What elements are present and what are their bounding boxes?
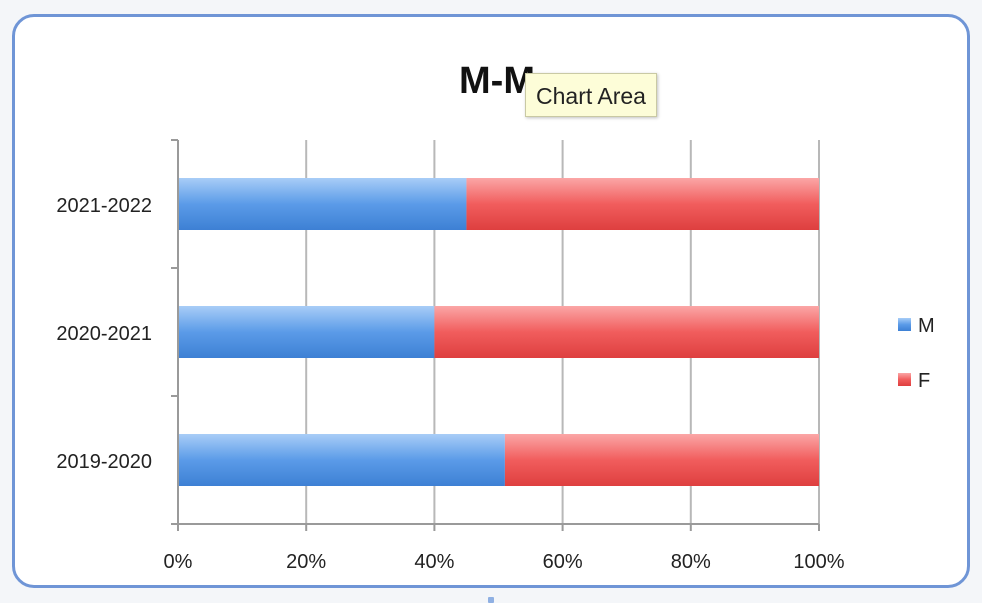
x-tick-label: 100% [793, 551, 844, 573]
legend-label-F: F [918, 370, 930, 392]
axes: 0% 20% 40% 60% 80% 100% 2019-2020 2020-2021 2021… [56, 139, 845, 573]
legend-swatch-M [898, 318, 911, 331]
bar-M-2020-2021[interactable] [178, 306, 435, 358]
bars [178, 178, 819, 486]
x-tick-label: 80% [671, 551, 711, 573]
legend-swatch-F [898, 373, 911, 386]
x-tick-label: 0% [164, 551, 193, 573]
bar-F-2020-2021[interactable] [434, 306, 819, 358]
resize-handle-bottom[interactable] [488, 597, 494, 603]
bar-M-2019-2020[interactable] [178, 434, 505, 486]
y-tick-label: 2020-2021 [56, 323, 152, 345]
x-tick-label: 40% [414, 551, 454, 573]
x-tick-label: 60% [543, 551, 583, 573]
bar-M-2021-2022[interactable] [178, 178, 467, 230]
chart-area[interactable] [12, 14, 970, 588]
chart-area-tooltip: Chart Area [525, 73, 657, 117]
bar-F-2019-2020[interactable] [504, 434, 819, 486]
legend: MF [898, 315, 935, 392]
chart-title: M-M [459, 60, 535, 102]
legend-label-M: M [918, 315, 935, 337]
bar-F-2021-2022[interactable] [466, 178, 819, 230]
y-tick-label: 2021-2022 [56, 195, 152, 217]
x-tick-label: 20% [286, 551, 326, 573]
y-tick-label: 2019-2020 [56, 451, 152, 473]
